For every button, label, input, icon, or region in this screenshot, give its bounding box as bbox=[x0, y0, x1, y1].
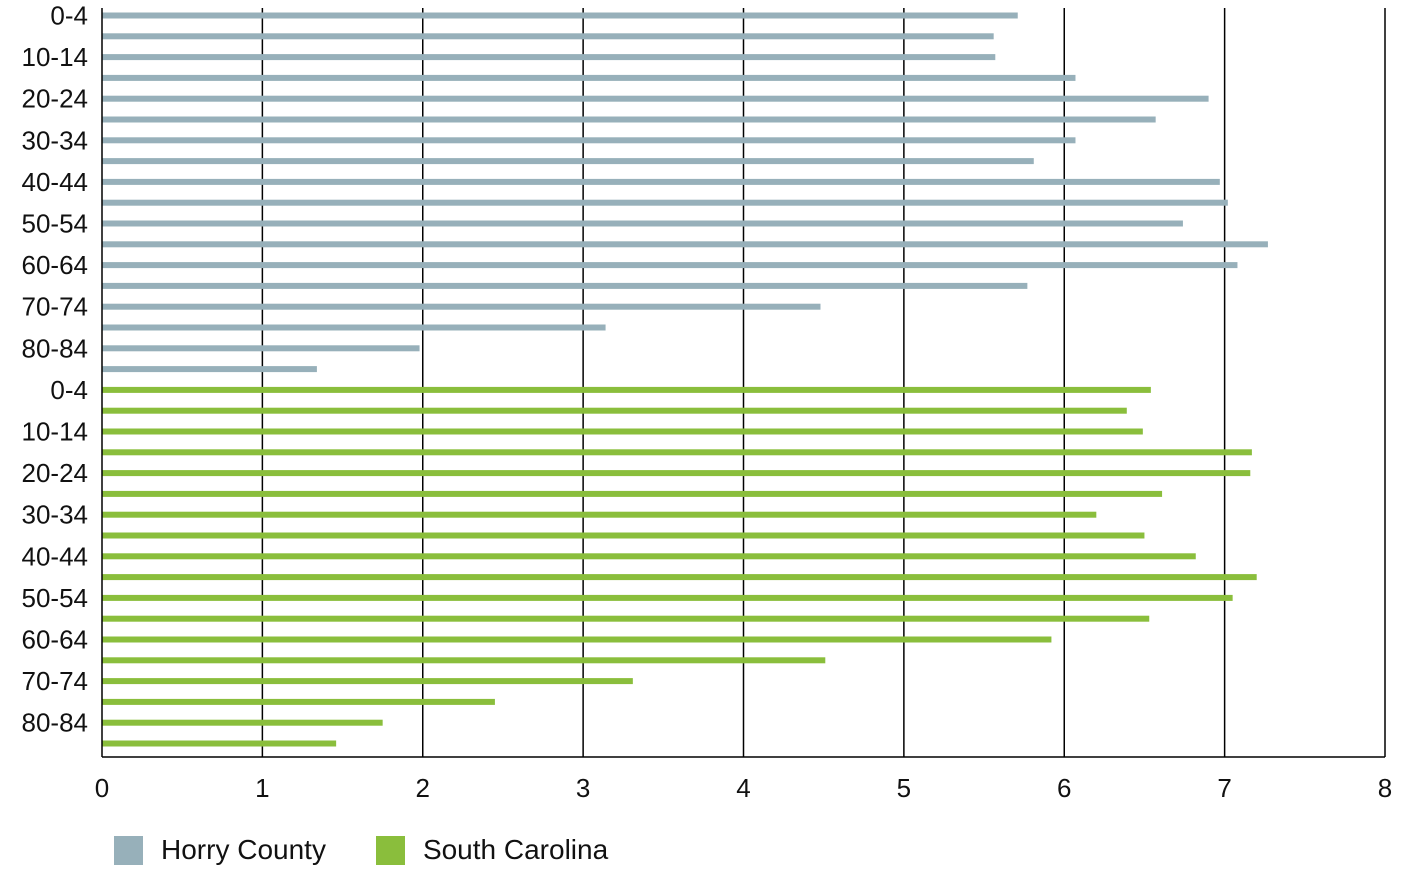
bar bbox=[102, 74, 1076, 81]
y-tick-label: 20-24 bbox=[22, 458, 89, 488]
y-tick-label: 50-54 bbox=[22, 209, 89, 239]
bar bbox=[102, 262, 1238, 269]
y-tick-label: 20-24 bbox=[22, 84, 89, 114]
y-tick-label: 10-14 bbox=[22, 417, 89, 447]
bar bbox=[102, 54, 996, 61]
bar bbox=[102, 407, 1127, 414]
bar bbox=[102, 636, 1052, 643]
y-tick-label: 0-4 bbox=[50, 375, 88, 405]
bar bbox=[102, 12, 1018, 19]
bar bbox=[102, 241, 1268, 248]
bar bbox=[102, 719, 383, 726]
y-tick-label: 30-34 bbox=[22, 125, 89, 155]
bar bbox=[102, 428, 1143, 435]
bar bbox=[102, 470, 1251, 477]
bar bbox=[102, 386, 1151, 393]
bar bbox=[102, 220, 1183, 227]
x-tick-label: 1 bbox=[255, 773, 269, 803]
y-tick-label: 50-54 bbox=[22, 583, 89, 613]
y-tick-label: 80-84 bbox=[22, 333, 89, 363]
bar bbox=[102, 303, 821, 310]
bar bbox=[102, 740, 337, 747]
x-tick-label: 2 bbox=[416, 773, 430, 803]
legend-swatch-horry-county bbox=[114, 835, 143, 865]
bar bbox=[102, 449, 1252, 456]
bar bbox=[102, 511, 1097, 518]
bar bbox=[102, 324, 606, 331]
bar bbox=[102, 553, 1196, 560]
bar bbox=[102, 532, 1145, 539]
legend-item-south-carolina: South Carolina bbox=[375, 834, 609, 866]
bar bbox=[102, 615, 1150, 622]
y-tick-label: 70-74 bbox=[22, 666, 89, 696]
bar bbox=[102, 282, 1028, 289]
x-tick-label: 0 bbox=[95, 773, 109, 803]
y-tick-label: 60-64 bbox=[22, 250, 89, 280]
bar bbox=[102, 678, 633, 685]
x-tick-label: 4 bbox=[736, 773, 750, 803]
y-tick-label: 30-34 bbox=[22, 500, 89, 530]
bar bbox=[102, 33, 994, 40]
bar bbox=[102, 366, 317, 373]
x-tick-label: 7 bbox=[1217, 773, 1231, 803]
bar bbox=[102, 158, 1034, 165]
bar bbox=[102, 657, 826, 664]
x-tick-label: 3 bbox=[576, 773, 590, 803]
y-tick-label: 60-64 bbox=[22, 625, 89, 655]
y-tick-label: 70-74 bbox=[22, 292, 89, 322]
bar bbox=[102, 594, 1233, 601]
x-tick-label: 6 bbox=[1057, 773, 1071, 803]
x-tick-label: 5 bbox=[897, 773, 911, 803]
y-tick-label: 40-44 bbox=[22, 541, 89, 571]
legend-item-horry-county: Horry County bbox=[114, 834, 326, 866]
bar bbox=[102, 178, 1220, 185]
bar bbox=[102, 698, 495, 705]
legend-label-horry-county: Horry County bbox=[161, 834, 326, 865]
y-tick-label: 10-14 bbox=[22, 42, 89, 72]
bar bbox=[102, 95, 1209, 102]
bar bbox=[102, 116, 1156, 123]
bar bbox=[102, 199, 1228, 206]
legend-label-south-carolina: South Carolina bbox=[422, 834, 609, 865]
x-tick-label: 8 bbox=[1378, 773, 1392, 803]
y-tick-label: 80-84 bbox=[22, 708, 89, 738]
chart-legend: Horry County South Carolina bbox=[114, 834, 658, 866]
bar bbox=[102, 137, 1076, 144]
bar bbox=[102, 574, 1257, 581]
y-tick-label: 40-44 bbox=[22, 167, 89, 197]
bar bbox=[102, 345, 420, 352]
y-tick-label: 0-4 bbox=[50, 1, 88, 31]
bar bbox=[102, 490, 1163, 497]
legend-swatch-south-carolina bbox=[375, 835, 405, 865]
